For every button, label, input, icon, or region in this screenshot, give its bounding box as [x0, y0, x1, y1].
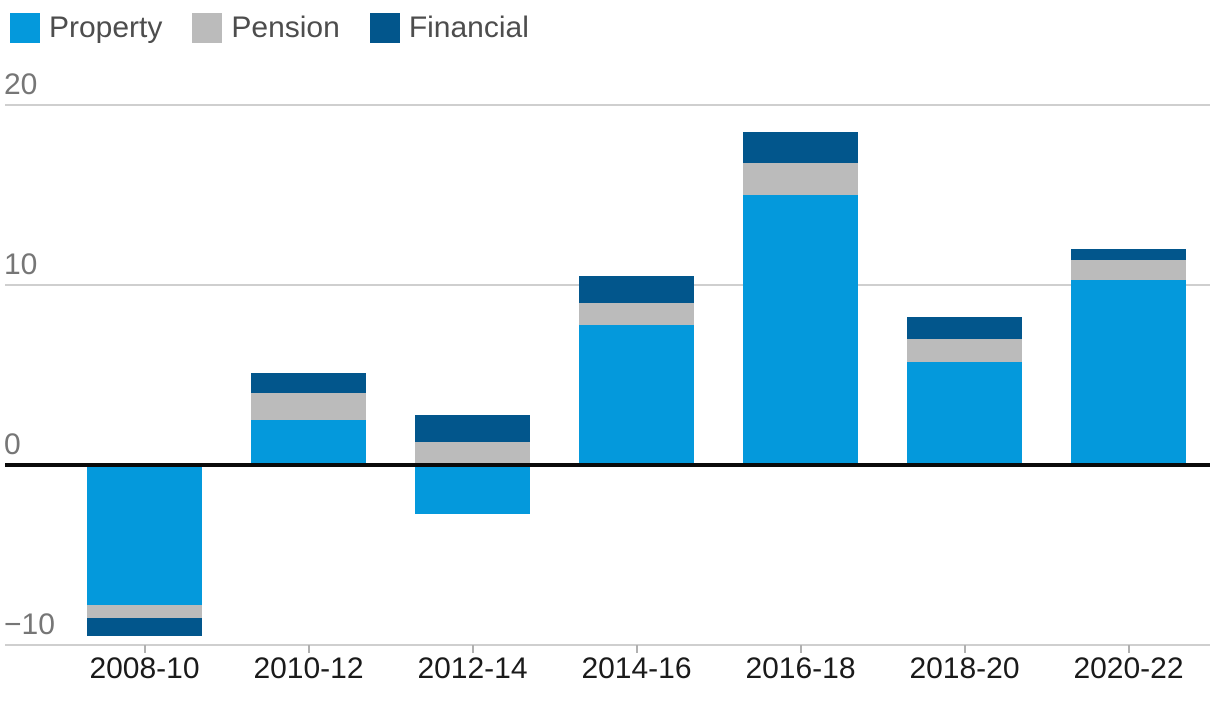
- chart-legend: Property Pension Financial: [10, 13, 529, 43]
- x-axis-tick: [1127, 645, 1130, 653]
- x-axis-label-2014-16: 2014-16: [581, 652, 692, 685]
- legend-item-financial: Financial: [369, 11, 529, 44]
- bar-2014-16-pension: [579, 303, 694, 325]
- bar-2010-12-financial: [251, 373, 366, 393]
- legend-item-property: Property: [10, 13, 162, 43]
- x-axis-tick: [143, 645, 146, 653]
- bar-2020-22-property: [1071, 279, 1186, 465]
- gridline-y20: [5, 104, 1210, 106]
- x-axis-tick: [963, 645, 966, 653]
- legend-swatch-icon: [369, 13, 400, 43]
- bar-2018-20-financial: [907, 317, 1022, 339]
- bar-2016-18-pension: [743, 162, 858, 195]
- legend-label: Financial: [408, 11, 529, 44]
- y-axis-tick-label: 20: [4, 68, 38, 101]
- y-axis-tick-label: 10: [4, 248, 38, 281]
- x-axis-label-2018-20: 2018-20: [909, 652, 1020, 685]
- x-axis-tick: [635, 645, 638, 653]
- x-axis-tick: [307, 645, 310, 653]
- legend-item-pension: Pension: [192, 11, 340, 44]
- x-axis-tick: [471, 645, 474, 653]
- bar-2016-18-property: [743, 195, 858, 465]
- x-axis-label-2010-12: 2010-12: [253, 652, 364, 685]
- legend-swatch-icon: [10, 13, 40, 43]
- y-axis-tick-label: 0: [4, 428, 21, 461]
- x-axis-label-2020-22: 2020-22: [1073, 652, 1184, 685]
- x-axis-label-2008-10: 2008-10: [89, 652, 200, 685]
- y-axis-tick-label: −10: [4, 608, 55, 641]
- bar-2012-14-pension: [415, 441, 530, 465]
- bar-2014-16-financial: [579, 276, 694, 303]
- x-axis-label-2012-14: 2012-14: [417, 652, 528, 685]
- bar-2020-22-financial: [1071, 249, 1186, 260]
- bar-2012-14-financial: [415, 414, 530, 442]
- bar-2020-22-pension: [1071, 259, 1186, 280]
- x-axis-tick: [799, 645, 802, 653]
- bar-2008-10-financial: [87, 618, 202, 636]
- bar-2016-18-financial: [743, 132, 858, 163]
- bar-2008-10-pension: [87, 605, 202, 618]
- gridline-y-10: [5, 644, 1210, 646]
- bar-2018-20-pension: [907, 339, 1022, 363]
- bar-2018-20-property: [907, 362, 1022, 465]
- legend-label: Property: [49, 11, 163, 44]
- legend-swatch-icon: [192, 13, 223, 43]
- bar-2008-10-property: [87, 465, 202, 606]
- bar-2010-12-property: [251, 420, 366, 465]
- bar-2014-16-property: [579, 324, 694, 465]
- bar-2012-14-property: [415, 465, 530, 514]
- x-axis-label-2016-18: 2016-18: [745, 652, 856, 685]
- bar-2010-12-pension: [251, 393, 366, 420]
- legend-label: Pension: [231, 11, 340, 44]
- zero-axis-line: [5, 463, 1210, 467]
